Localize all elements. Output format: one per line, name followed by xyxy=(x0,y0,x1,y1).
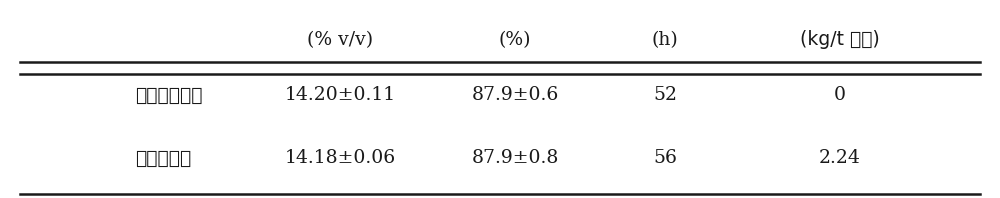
Text: 循环批次平均: 循环批次平均 xyxy=(135,86,202,105)
Text: 14.18±0.06: 14.18±0.06 xyxy=(284,149,396,167)
Text: (h): (h) xyxy=(652,31,678,49)
Text: (%): (%) xyxy=(499,31,531,49)
Text: 87.9±0.8: 87.9±0.8 xyxy=(471,149,559,167)
Text: 87.9±0.6: 87.9±0.6 xyxy=(471,86,559,104)
Text: 2.24: 2.24 xyxy=(819,149,861,167)
Text: (kg/t 酒精): (kg/t 酒精) xyxy=(800,30,880,49)
Text: (% v/v): (% v/v) xyxy=(307,31,373,49)
Text: 14.20±0.11: 14.20±0.11 xyxy=(284,86,396,104)
Text: 0: 0 xyxy=(834,86,846,104)
Text: 自来水对照: 自来水对照 xyxy=(135,149,191,168)
Text: 52: 52 xyxy=(653,86,677,104)
Text: 56: 56 xyxy=(653,149,677,167)
